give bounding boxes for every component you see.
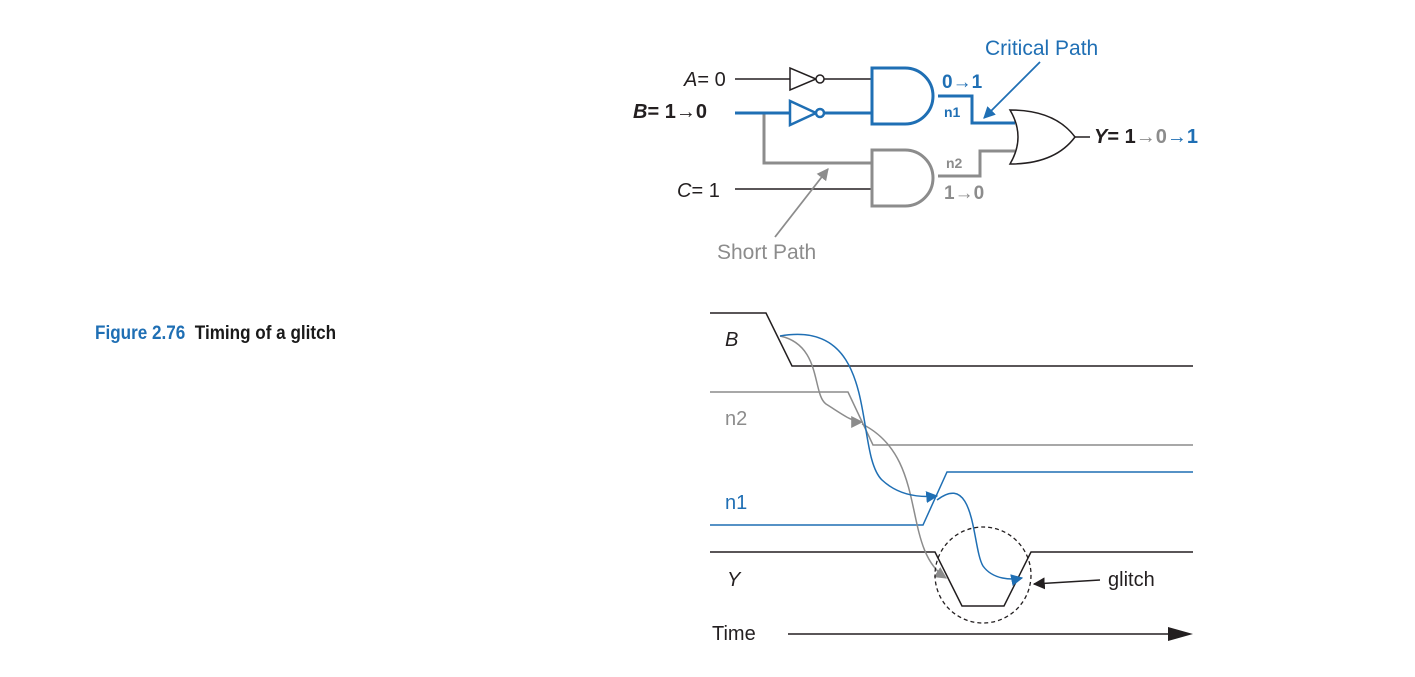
time-axis-arrowhead	[1168, 627, 1193, 641]
figure-number: Figure 2.76	[95, 323, 186, 344]
timing-label-y: Y	[727, 569, 742, 591]
short-path-label: Short Path	[717, 241, 816, 264]
waveform-n2	[710, 391, 1193, 446]
input-a-label: A= 0	[683, 69, 726, 91]
glitch-pointer-arrow	[1032, 577, 1101, 590]
input-b-label: B= 1→0	[633, 101, 707, 123]
critical-path-label: Critical Path	[985, 37, 1098, 60]
glitch-label: glitch	[1108, 569, 1155, 591]
timing-label-n2: n2	[725, 408, 747, 430]
n1-transition-label: 0→1	[942, 72, 983, 93]
cause-arrow-b-n1	[779, 333, 939, 504]
timing-label-b: B	[725, 329, 738, 351]
waveform-n1	[710, 471, 1193, 526]
wire-n1	[938, 94, 1015, 125]
timing-diagram: B n2 n1 Y glitch Time	[710, 312, 1193, 645]
cause-arrow-n2-y	[861, 423, 948, 579]
critical-path-arrow	[983, 61, 1041, 119]
n2-node-label: n2	[946, 155, 963, 171]
inverter-a-bubble	[815, 74, 825, 84]
short-path-wire-b	[762, 113, 872, 165]
output-y-label: Y= 1→0→1	[1094, 126, 1198, 148]
circuit-schematic: A= 0 B= 1→0 C= 1 0→1 n1 n2 1→0 Y= 1→0→1	[633, 37, 1198, 264]
and-gate-1	[870, 66, 935, 126]
and-gate-2	[870, 148, 935, 208]
inverter-a	[789, 66, 818, 92]
glitch-circle	[934, 526, 1032, 624]
input-c-label: C= 1	[677, 180, 720, 202]
wire-n2	[938, 149, 1015, 178]
or-gate	[1008, 109, 1076, 165]
figure-title: Timing of a glitch	[194, 323, 337, 344]
cause-arrow-n1-y	[936, 492, 1024, 586]
time-axis-label: Time	[712, 623, 756, 645]
figure-caption: Figure 2.76 Timing of a glitch	[95, 323, 336, 345]
short-path-arrow	[774, 168, 829, 238]
waveform-y	[710, 551, 1193, 607]
timing-label-n1: n1	[725, 492, 747, 514]
n2-transition-label: 1→0	[944, 183, 984, 204]
inverter-b	[788, 99, 819, 127]
cause-arrow-b-n2	[779, 335, 864, 428]
n1-node-label: n1	[944, 104, 961, 120]
inverter-b-bubble	[814, 107, 826, 119]
waveform-b	[710, 312, 1193, 367]
